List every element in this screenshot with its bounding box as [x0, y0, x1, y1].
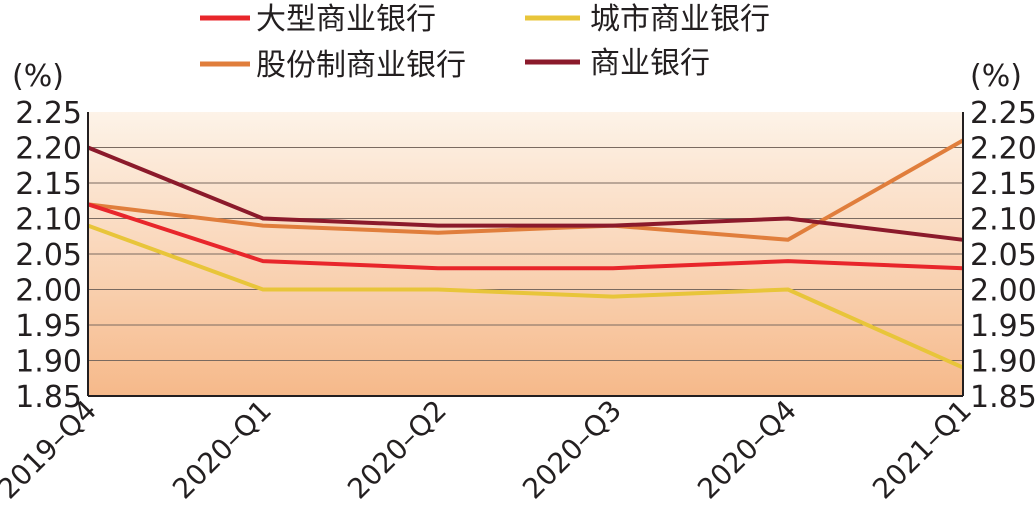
y-tick-right: 2.05: [970, 238, 1036, 273]
y-tick-right: 2.25: [970, 96, 1036, 131]
x-tick-label: 2020–Q3: [516, 394, 628, 506]
x-tick-label: 2020–Q2: [341, 394, 453, 506]
y-axis-left: 2.252.202.152.102.052.001.951.901.85: [15, 96, 82, 415]
legend-item-1: 城市商业银行: [525, 2, 770, 37]
legend-item-3: 商业银行: [525, 46, 710, 81]
legend: 大型商业银行 城市商业银行 股份制商业银行 商业银行: [200, 2, 770, 83]
legend-label-3: 商业银行: [590, 46, 710, 81]
y-tick-left: 1.85: [15, 380, 82, 415]
x-axis: 2019–Q4 2020–Q1 2020–Q2 2020–Q3 2020–Q4 2021–…: [0, 394, 978, 506]
legend-label-0: 大型商业银行: [256, 2, 436, 37]
y-tick-right: 1.95: [970, 309, 1036, 344]
x-tick-label: 2020–Q1: [166, 394, 278, 506]
y-tick-right: 2.10: [970, 203, 1036, 238]
y-tick-right: 1.90: [970, 345, 1036, 380]
y-tick-left: 2.20: [15, 132, 82, 167]
legend-label-1: 城市商业银行: [590, 2, 770, 37]
series-lines: [87, 138, 964, 370]
y-tick-left: 1.95: [15, 309, 82, 344]
y-tick-left: 2.25: [15, 96, 82, 131]
y-unit-right: (%): [970, 59, 1022, 94]
legend-item-2: 股份制商业银行: [200, 48, 466, 83]
gridlines: [88, 147, 963, 361]
y-tick-left: 2.15: [15, 167, 82, 202]
y-tick-left: 2.05: [15, 238, 82, 273]
x-tick-label: 2020–Q4: [691, 394, 803, 506]
legend-item-0: 大型商业银行: [200, 2, 436, 37]
y-tick-right: 2.20: [970, 132, 1036, 167]
x-tick-label: 2021–Q1: [866, 394, 978, 506]
series-line-0: [87, 202, 964, 271]
series-line-3: [87, 145, 964, 242]
legend-label-2: 股份制商业银行: [256, 48, 466, 83]
y-tick-left: 2.10: [15, 203, 82, 238]
y-unit-left: (%): [12, 59, 64, 94]
y-tick-left: 2.00: [15, 274, 82, 309]
y-tick-right: 1.85: [970, 380, 1036, 415]
y-tick-right: 2.00: [970, 274, 1036, 309]
series-line-1: [87, 223, 964, 370]
y-tick-right: 2.15: [970, 167, 1036, 202]
y-axis-right: 2.252.202.152.102.052.001.951.901.85: [970, 96, 1036, 415]
y-tick-left: 1.90: [15, 345, 82, 380]
